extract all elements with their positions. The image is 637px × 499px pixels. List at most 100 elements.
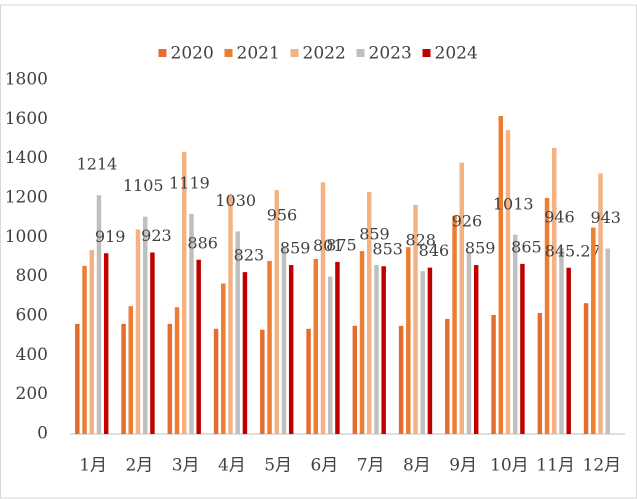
data-label: 845.27 [545, 241, 601, 260]
bar [174, 307, 180, 434]
bar [150, 252, 155, 434]
legend-swatch [422, 49, 431, 57]
legend-label: 2022 [303, 44, 346, 64]
bar [427, 267, 433, 434]
data-label: 919 [95, 227, 126, 246]
legend-label: 2020 [171, 44, 214, 64]
bar [566, 267, 571, 434]
x-tick-label: 8月 [403, 456, 431, 476]
y-tick-label: 1800 [5, 70, 48, 90]
data-label: 846 [419, 241, 450, 260]
bar [605, 248, 610, 434]
bar [598, 173, 603, 434]
y-tick-label: 1400 [5, 148, 48, 168]
data-label: 943 [590, 208, 621, 227]
bar [267, 260, 272, 434]
data-label: 801 [313, 236, 344, 255]
legend-swatch [224, 49, 233, 57]
x-tick-label: 10月 [490, 456, 529, 476]
bar [398, 325, 404, 434]
y-tick-label: 600 [16, 306, 48, 326]
bar [512, 234, 518, 434]
bar [520, 263, 525, 434]
bar [498, 115, 504, 435]
bar [420, 271, 425, 434]
x-tick-label: 11月 [536, 456, 575, 476]
bar [445, 318, 450, 434]
data-label: 859 [359, 225, 390, 244]
bar [235, 231, 240, 434]
x-tick-label: 4月 [218, 456, 246, 476]
legend-label: 2023 [369, 44, 412, 64]
bar [552, 147, 557, 434]
bar [306, 328, 311, 434]
data-label: 926 [452, 211, 483, 230]
bar [135, 229, 141, 434]
bar [167, 323, 173, 434]
bar [103, 253, 109, 434]
data-label: 875 [326, 235, 357, 254]
bar [406, 247, 411, 434]
data-label: 859 [465, 239, 496, 258]
data-label: 1214 [77, 155, 118, 174]
bar [96, 195, 102, 434]
bar [75, 323, 80, 434]
bar [559, 247, 564, 434]
bar [537, 313, 543, 434]
data-label: 1105 [123, 176, 164, 195]
bar [367, 192, 372, 434]
legend-label: 2024 [435, 44, 478, 64]
data-label: 946 [544, 207, 575, 226]
bar [313, 258, 319, 434]
x-tick-label: 7月 [357, 456, 385, 476]
x-tick-label: 12月 [583, 456, 622, 476]
x-tick-label: 2月 [125, 456, 153, 476]
data-label: 923 [141, 226, 172, 245]
bar [221, 283, 226, 434]
legend-swatch [158, 49, 167, 57]
bar [452, 215, 457, 434]
bar [274, 190, 279, 434]
bar [505, 130, 511, 434]
bar [359, 251, 365, 434]
data-label: 886 [187, 233, 218, 252]
bar [374, 265, 379, 434]
bar [281, 245, 287, 434]
x-tick-label: 6月 [310, 456, 338, 476]
y-tick-label: 400 [16, 345, 48, 365]
x-tick-label: 3月 [172, 456, 200, 476]
legend-swatch [290, 49, 299, 57]
bar [591, 227, 596, 434]
bar [82, 265, 87, 434]
y-tick-label: 1600 [5, 109, 48, 129]
legend-swatch [356, 49, 365, 57]
data-label: 865 [511, 237, 542, 256]
bar [196, 259, 201, 434]
data-label: 828 [405, 231, 436, 250]
y-tick-label: 0 [37, 424, 48, 444]
bar [242, 272, 248, 434]
y-tick-label: 800 [16, 266, 48, 286]
bar [128, 306, 134, 434]
y-tick-label: 200 [16, 384, 48, 404]
data-label: 1013 [493, 194, 534, 213]
data-label: 1030 [215, 191, 256, 210]
bar [260, 329, 265, 434]
bar [459, 162, 464, 434]
bar [142, 216, 148, 434]
bar [213, 328, 219, 434]
y-tick-label: 1000 [5, 227, 48, 247]
x-tick-label: 5月 [264, 456, 292, 476]
data-label: 1119 [169, 173, 210, 192]
legend-label: 2021 [237, 44, 280, 64]
bar [327, 276, 333, 434]
bar [121, 323, 126, 434]
data-label: 853 [372, 240, 403, 259]
y-tick-label: 1200 [5, 188, 48, 208]
data-label: 956 [267, 205, 298, 224]
bar [182, 151, 187, 435]
bar [544, 198, 550, 434]
x-tick-label: 1月 [79, 456, 107, 476]
data-label: 859 [280, 239, 311, 258]
